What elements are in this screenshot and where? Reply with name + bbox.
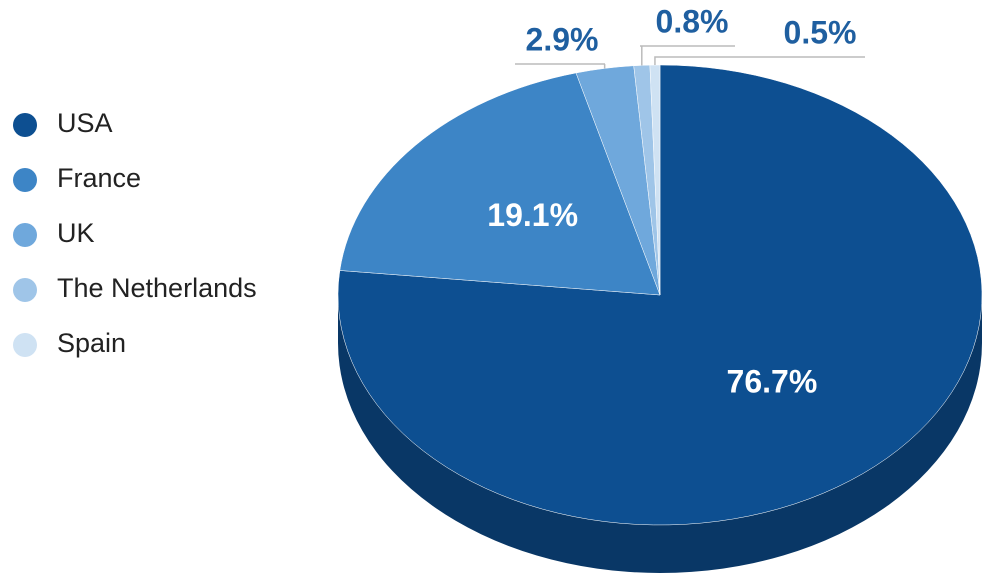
legend-swatch bbox=[13, 223, 37, 247]
legend-swatch bbox=[13, 278, 37, 302]
pie-slice bbox=[339, 72, 661, 296]
legend-swatch bbox=[13, 168, 37, 192]
leader-line bbox=[654, 56, 865, 66]
data-label: 76.7% bbox=[727, 363, 818, 399]
legend-swatch bbox=[13, 113, 37, 137]
data-label: 0.5% bbox=[784, 14, 857, 50]
data-label: 2.9% bbox=[526, 21, 599, 57]
legend-label: USA bbox=[57, 108, 113, 138]
pie-slice bbox=[649, 64, 661, 296]
data-label: 0.8% bbox=[656, 3, 729, 39]
legend-label: The Netherlands bbox=[57, 273, 257, 303]
legend-label: Spain bbox=[57, 328, 126, 358]
leader-line bbox=[640, 45, 735, 66]
leader-line bbox=[515, 63, 606, 69]
legend-swatch bbox=[13, 333, 37, 357]
pie-side bbox=[338, 295, 982, 573]
data-label: 19.1% bbox=[487, 197, 578, 233]
legend-label: UK bbox=[57, 218, 95, 248]
legend-label: France bbox=[57, 163, 141, 193]
